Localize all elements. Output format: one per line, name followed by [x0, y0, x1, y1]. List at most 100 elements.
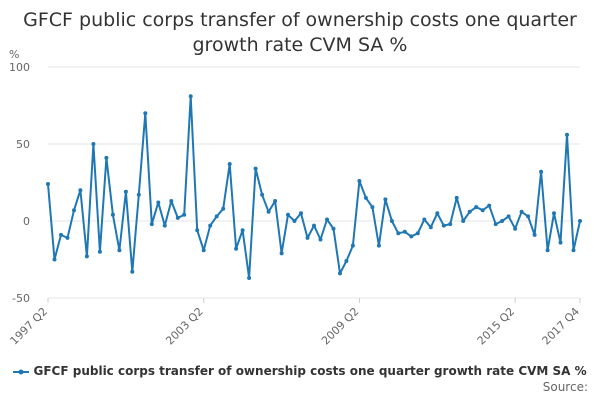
data-point	[500, 219, 505, 223]
data-point	[350, 243, 355, 248]
data-point	[299, 211, 303, 216]
data-point	[59, 232, 63, 237]
data-point	[376, 243, 381, 248]
data-point	[240, 228, 245, 233]
data-point	[402, 229, 407, 234]
data-point	[487, 203, 492, 208]
data-point	[383, 197, 388, 202]
data-point	[84, 254, 89, 259]
data-point	[441, 223, 446, 228]
data-point	[331, 226, 336, 231]
data-point	[130, 269, 135, 274]
data-point	[539, 169, 544, 174]
data-point	[234, 246, 239, 251]
y-axis-label: %	[9, 48, 19, 61]
data-point	[208, 223, 213, 228]
x-tick-label: 2009 Q2	[319, 305, 362, 348]
data-point	[110, 212, 115, 217]
data-point	[571, 248, 576, 253]
data-point	[558, 240, 563, 245]
x-tick-label: 1997 Q2	[8, 305, 51, 348]
data-point	[188, 94, 193, 99]
data-point	[214, 214, 219, 219]
x-tick-label: 2017 Q4	[540, 305, 583, 348]
data-point	[46, 182, 50, 186]
x-tick-label: 2003 Q2	[163, 305, 206, 348]
data-point	[305, 235, 310, 240]
data-point	[552, 211, 556, 216]
data-point	[409, 234, 414, 239]
data-point	[266, 209, 271, 214]
data-point	[480, 208, 485, 213]
data-point	[97, 249, 102, 254]
data-point	[312, 223, 316, 228]
data-point	[389, 219, 394, 223]
data-point	[292, 219, 297, 223]
data-point	[149, 222, 154, 227]
data-point	[396, 231, 401, 236]
y-tick-label: -50	[12, 292, 30, 305]
source-label: Source:	[542, 380, 588, 394]
data-point	[370, 205, 375, 210]
data-point	[136, 192, 141, 197]
data-point	[338, 271, 342, 276]
data-point	[461, 219, 466, 223]
y-tick-label: 50	[16, 138, 30, 151]
data-point	[318, 237, 323, 242]
data-point	[532, 232, 537, 237]
data-point	[286, 212, 290, 217]
data-point	[273, 199, 278, 203]
data-point	[422, 217, 427, 222]
data-point	[448, 222, 453, 227]
x-tick-label: 2015 Q2	[475, 305, 518, 348]
line-chart: -50 0 50 100% 1997 Q2 2003 Q2 2009 Q2 2015 Q2 20…	[8, 48, 583, 348]
series-line	[47, 95, 581, 279]
data-point	[357, 179, 362, 183]
data-point	[545, 248, 550, 253]
data-point	[175, 215, 180, 220]
data-point	[72, 208, 76, 213]
data-point	[169, 199, 174, 203]
data-point	[513, 226, 518, 231]
data-point	[91, 142, 96, 146]
data-point	[52, 257, 57, 262]
data-point	[253, 166, 258, 171]
y-tick-label: 0	[23, 215, 30, 228]
data-point	[519, 209, 524, 214]
data-point	[344, 259, 349, 263]
data-point	[415, 231, 420, 236]
legend-label: GFCF public corps transfer of ownership …	[33, 364, 587, 378]
data-point	[506, 214, 511, 219]
data-point	[493, 222, 498, 227]
legend-marker	[13, 369, 30, 374]
data-point	[65, 235, 70, 240]
legend[interactable]: GFCF public corps transfer of ownership …	[0, 364, 600, 378]
data-point	[247, 276, 252, 280]
data-point	[78, 188, 83, 193]
data-point	[201, 248, 206, 253]
data-point	[143, 111, 148, 116]
chart-title: GFCF public corps transfer of ownership …	[23, 9, 577, 56]
data-point	[454, 195, 459, 200]
data-point	[117, 248, 122, 253]
data-point	[565, 132, 569, 137]
data-point	[467, 209, 472, 214]
data-point	[363, 195, 368, 200]
data-point	[123, 189, 128, 194]
data-point	[182, 212, 187, 217]
data-point	[221, 206, 226, 211]
data-point	[260, 192, 265, 197]
data-point	[526, 214, 531, 219]
data-point	[162, 223, 167, 228]
data-point	[474, 205, 479, 210]
data-point	[435, 211, 440, 216]
y-tick-label: 100	[9, 61, 30, 74]
data-point	[104, 155, 109, 160]
data-point	[156, 200, 161, 205]
data-point	[195, 228, 200, 233]
data-point	[428, 225, 433, 230]
data-point	[578, 219, 582, 223]
data-point	[227, 162, 232, 166]
data-point	[279, 251, 284, 256]
data-point	[325, 217, 329, 222]
